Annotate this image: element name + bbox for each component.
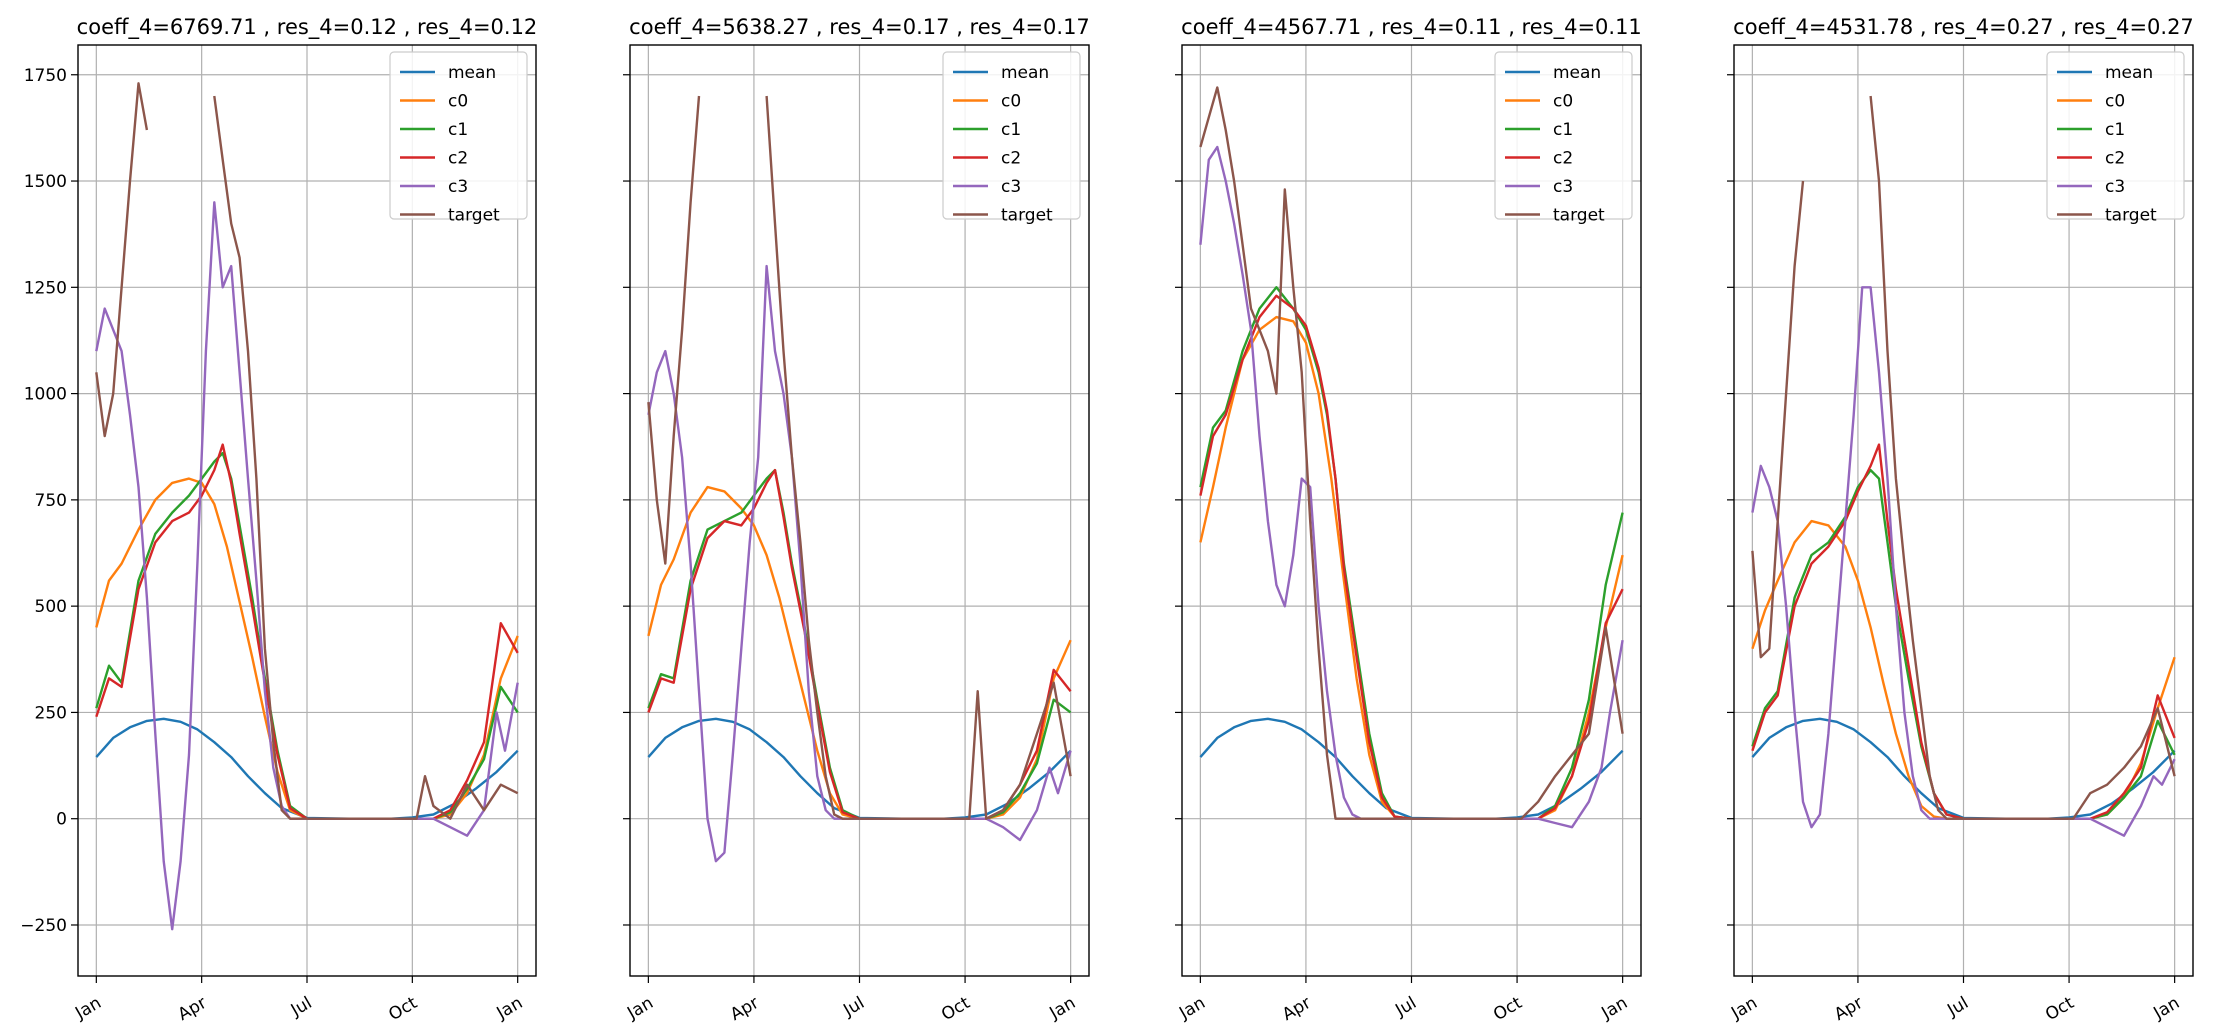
legend: mean c0 c1 c2 c3 target [1494,51,1633,226]
series-line-c0 [647,485,1072,820]
series-line-target [1751,95,2176,820]
series-line-mean [1751,717,2176,820]
y-tick-label: 1750 [24,66,67,86]
legend-label: c1 [1001,120,1021,140]
legend: mean c0 c1 c2 c3 target [389,51,528,226]
x-tick-label: Jan [1727,993,1761,1024]
legend-label: c2 [2105,149,2125,169]
chart-title: coeff_4=4531.78 , res_4=0.27 , res_4=0.2… [1733,15,2194,40]
x-tick-label: Jan [623,993,657,1024]
legend-label: c3 [448,177,468,197]
series-line-mean [95,717,519,820]
legend-label: mean [1553,63,1601,83]
x-tick-label: Jan [1046,993,1080,1024]
chart-panel-2: Jan Apr Jul Oct Jan coeff_4=5638.27 , res_4=0… [623,15,1090,1025]
x-tick-label: Jul [1391,993,1420,1021]
x-tick-label: Oct [938,993,974,1025]
x-tick-label: Jul [839,993,868,1021]
y-tick-label: 1000 [24,385,67,405]
legend-label: c1 [1553,120,1573,140]
legend-label: target [1553,206,1605,226]
legend-label: c0 [448,92,468,112]
legend-label: c3 [1553,177,1573,197]
legend-label: mean [1001,63,1049,83]
legend-label: mean [448,63,496,83]
y-tick-label: 500 [35,597,67,617]
y-tick-label: 0 [56,810,67,830]
x-tick-label: Jan [71,993,105,1024]
y-tick-label: −250 [20,916,67,936]
x-tick-label: Apr [1279,993,1314,1025]
legend-box [1494,51,1633,220]
series-line-target [647,95,1072,820]
y-tick-label: 250 [35,703,67,723]
legend-label: target [1001,206,1053,226]
x-tick-label: Jan [1175,993,1209,1024]
chart-panel-3: Jan Apr Jul Oct Jan coeff_4=4567.71 , res_4=0… [1175,15,1642,1025]
series-line-target [1199,86,1624,820]
x-tick-label: Oct [2042,993,2078,1025]
legend-label: c2 [1001,149,1021,169]
legend-box [2046,51,2185,220]
series-line-c2 [1751,443,2176,820]
legend-label: target [448,206,500,226]
series-line-c1 [95,451,519,820]
legend: mean c0 c1 c2 c3 target [942,51,1081,226]
x-tick-label: Apr [727,993,762,1025]
series-line-c3 [1751,286,2176,837]
series-line-c2 [1199,294,1624,820]
legend-box [942,51,1081,220]
x-tick-label: Oct [385,993,421,1025]
x-tick-label: Jul [1943,993,1972,1021]
chart-title: coeff_4=4567.71 , res_4=0.11 , res_4=0.1… [1181,15,1642,40]
chart-title: coeff_4=5638.27 , res_4=0.17 , res_4=0.1… [629,15,1090,40]
legend: mean c0 c1 c2 c3 target [2046,51,2185,226]
series-line-target [95,82,519,820]
x-tick-label: Apr [175,993,210,1025]
y-tick-label: 1250 [24,278,67,298]
legend-label: c1 [448,120,468,140]
series-line-c2 [95,443,519,820]
legend-label: c3 [1001,177,1021,197]
series-line-c3 [1199,145,1624,829]
chart-panel-1: −250 0 250 500 750 1000 1250 1500 1750 Jan Apr Jul O… [20,15,537,1025]
x-tick-label: Jan [2150,993,2184,1024]
chart-title: coeff_4=6769.71 , res_4=0.12 , res_4=0.1… [77,15,538,40]
series-line-c1 [1751,468,2176,820]
legend-label: c1 [2105,120,2125,140]
x-tick-label: Jul [287,993,316,1021]
chart-panel-4: Jan Apr Jul Oct Jan coeff_4=4531.78 , res_4=0… [1727,15,2194,1025]
legend-label: c0 [1553,92,1573,112]
legend-label: target [2105,206,2157,226]
legend-label: c2 [448,149,468,169]
x-tick-label: Jan [1598,993,1632,1024]
series-line-mean [647,717,1072,820]
legend-label: c0 [2105,92,2125,112]
legend-label: c0 [1001,92,1021,112]
legend-box [389,51,528,220]
legend-label: c3 [2105,177,2125,197]
y-tick-label: 750 [35,491,67,511]
y-tick-label: 1500 [24,172,67,192]
x-tick-label: Apr [1831,993,1866,1025]
x-tick-label: Jan [493,993,527,1024]
legend-label: mean [2105,63,2153,83]
series-line-c3 [95,201,519,931]
legend-label: c2 [1553,149,1573,169]
x-tick-label: Oct [1490,993,1526,1025]
series-line-c3 [647,264,1072,863]
